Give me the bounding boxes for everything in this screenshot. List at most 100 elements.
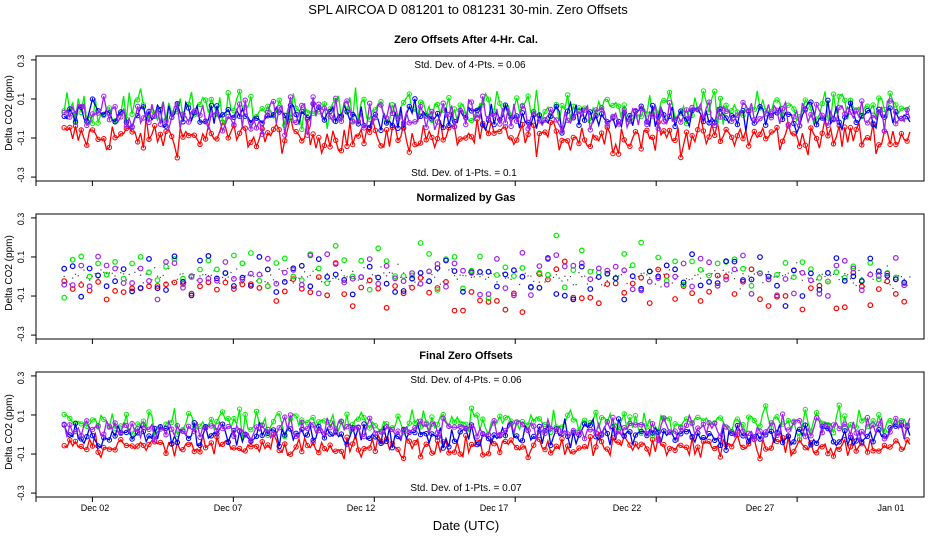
data-point-blue — [222, 270, 229, 276]
data-point-purple — [638, 106, 644, 112]
panel-2-plot — [31, 213, 925, 344]
data-point-purple — [423, 124, 429, 131]
data-point-red — [638, 274, 645, 281]
data-point-blue — [239, 274, 246, 281]
data-point-red — [825, 450, 831, 457]
data-point-purple — [349, 275, 356, 282]
data-point-purple — [672, 117, 678, 123]
data-point-red — [553, 266, 560, 273]
data-point-blue — [84, 434, 90, 440]
data-point-red — [307, 289, 314, 296]
data-point-red — [621, 137, 627, 143]
panel-2-ytick-labels: -0.3 -0.1 0.1 0.3 — [16, 213, 26, 342]
data-point-purple — [655, 275, 662, 282]
data-point-purple — [276, 425, 282, 431]
normalized-point — [824, 275, 826, 278]
data-point-red — [231, 445, 237, 451]
data-point-purple — [841, 257, 848, 264]
data-point-green — [219, 409, 226, 415]
data-point-purple — [417, 103, 424, 110]
panel-1-title: Zero Offsets After 4-Hr. Cal. — [394, 34, 538, 46]
data-point-green — [717, 95, 724, 102]
data-point-blue — [864, 433, 871, 440]
data-point-green — [230, 252, 237, 259]
data-point-blue — [870, 121, 876, 128]
data-point-purple — [731, 266, 738, 273]
data-point-purple — [545, 256, 551, 263]
data-point-blue — [324, 274, 331, 280]
normalized-point — [400, 276, 402, 278]
normalized-point — [697, 274, 699, 276]
data-point-green — [281, 255, 288, 262]
data-point-purple — [129, 420, 135, 427]
panel-2: Normalized by Gas Delta CO2 (ppm) -0.3 -… — [4, 192, 516, 342]
data-point-purple — [106, 117, 113, 123]
data-point-green — [208, 416, 215, 423]
data-point-purple — [729, 429, 735, 435]
data-point-purple — [604, 419, 610, 425]
normalized-point — [74, 273, 77, 275]
data-point-blue — [417, 270, 424, 276]
normalized-point — [168, 268, 170, 270]
data-point-green — [61, 411, 67, 418]
data-point-purple — [333, 95, 339, 102]
data-point-blue — [69, 263, 76, 270]
data-point-red — [457, 136, 463, 142]
data-point-red — [67, 124, 73, 131]
data-point-purple — [519, 103, 526, 109]
data-point-purple — [290, 267, 297, 273]
data-point-red — [697, 298, 704, 304]
normalized-point — [337, 278, 340, 280]
normalized-point — [205, 274, 207, 276]
data-point-green — [299, 126, 305, 133]
data-point-blue — [723, 447, 729, 453]
data-point-red — [463, 135, 469, 141]
data-point-red — [273, 298, 280, 304]
data-point-purple — [519, 422, 526, 428]
data-point-blue — [86, 265, 93, 272]
data-point-purple — [214, 428, 220, 434]
data-point-red — [717, 454, 724, 460]
data-point-green — [417, 240, 424, 246]
normalized-point — [733, 277, 736, 280]
data-point-purple — [95, 110, 101, 116]
data-point-purple — [842, 421, 848, 427]
data-point-purple — [536, 263, 543, 270]
data-point-purple — [791, 419, 797, 425]
data-point-purple — [830, 117, 837, 123]
normalized-point — [634, 278, 637, 280]
data-point-blue — [553, 291, 560, 297]
data-point-red — [434, 285, 441, 291]
data-point-red — [581, 137, 588, 143]
data-point-blue — [485, 268, 492, 275]
data-point-red — [672, 447, 678, 454]
data-point-purple — [615, 121, 622, 127]
data-point-purple — [61, 109, 67, 116]
data-point-red — [576, 445, 582, 451]
normalized-point — [671, 282, 673, 284]
data-point-blue — [434, 110, 441, 117]
data-point-blue — [816, 286, 823, 293]
data-point-red — [236, 445, 243, 452]
normalized-point — [578, 271, 580, 274]
data-point-red — [423, 441, 429, 447]
data-point-green — [451, 419, 458, 425]
data-point-red — [477, 297, 483, 304]
data-point-red — [887, 141, 893, 148]
series-red — [61, 258, 908, 316]
normalized-point — [86, 277, 88, 279]
data-point-green — [666, 89, 673, 96]
data-point-red — [361, 140, 367, 147]
normalized-point — [858, 269, 860, 272]
normalized-point — [357, 279, 359, 281]
data-point-green — [146, 269, 152, 276]
normalized-point — [397, 263, 399, 265]
normalized-point — [569, 275, 572, 278]
data-point-purple — [409, 270, 416, 277]
data-point-red — [146, 283, 152, 290]
data-point-purple — [236, 428, 243, 434]
data-point-green — [103, 271, 110, 278]
normalized-point — [270, 274, 272, 276]
data-point-red — [409, 284, 416, 291]
data-point-blue — [751, 120, 757, 126]
